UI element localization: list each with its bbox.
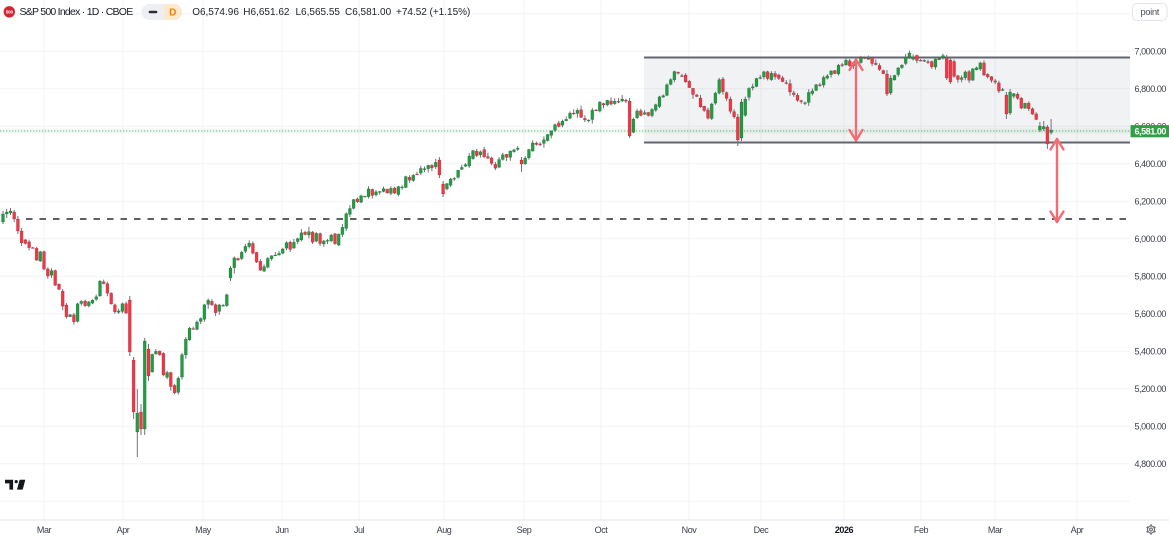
svg-text:H6,651.62: H6,651.62 [243,7,290,18]
svg-text:D: D [169,8,176,19]
svg-text:Oct: Oct [595,525,609,535]
svg-text:5,200.00: 5,200.00 [1135,384,1167,394]
svg-text:+74.52: +74.52 [396,7,427,18]
svg-text:Sep: Sep [517,525,532,535]
svg-text:Apr: Apr [1071,525,1084,535]
svg-text:500: 500 [6,9,14,14]
svg-text:5,000.00: 5,000.00 [1135,422,1167,432]
svg-text:L6,565.55: L6,565.55 [296,7,341,18]
svg-text:Dec: Dec [754,525,770,535]
svg-text:Mar: Mar [988,525,1003,535]
svg-text:Aug: Aug [437,525,452,535]
svg-text:6,000.00: 6,000.00 [1135,234,1167,244]
svg-text:C6,581.00: C6,581.00 [345,7,392,18]
svg-text:point: point [1140,7,1159,18]
svg-text:6,200.00: 6,200.00 [1135,197,1167,207]
svg-text:2026: 2026 [835,525,854,535]
svg-text:Nov: Nov [682,525,698,535]
svg-text:Feb: Feb [914,525,929,535]
svg-text:S&P 500 Index · 1D · CBOE: S&P 500 Index · 1D · CBOE [20,6,134,18]
svg-text:5,800.00: 5,800.00 [1135,272,1167,282]
svg-text:5,600.00: 5,600.00 [1135,309,1167,319]
svg-text:4,800.00: 4,800.00 [1135,459,1167,469]
svg-text:May: May [195,525,212,535]
svg-text:Apr: Apr [117,525,130,535]
svg-text:5,400.00: 5,400.00 [1135,347,1167,357]
svg-text:Jul: Jul [354,525,365,535]
svg-text:Mar: Mar [37,525,52,535]
svg-text:6,400.00: 6,400.00 [1135,159,1167,169]
svg-text:6,581.00: 6,581.00 [1135,126,1167,136]
svg-text:6,800.00: 6,800.00 [1135,84,1167,94]
svg-text:(+1.15%): (+1.15%) [430,7,471,18]
svg-text:Jun: Jun [275,525,289,535]
svg-text:7,000.00: 7,000.00 [1135,47,1167,57]
svg-text:O6,574.96: O6,574.96 [192,7,239,18]
